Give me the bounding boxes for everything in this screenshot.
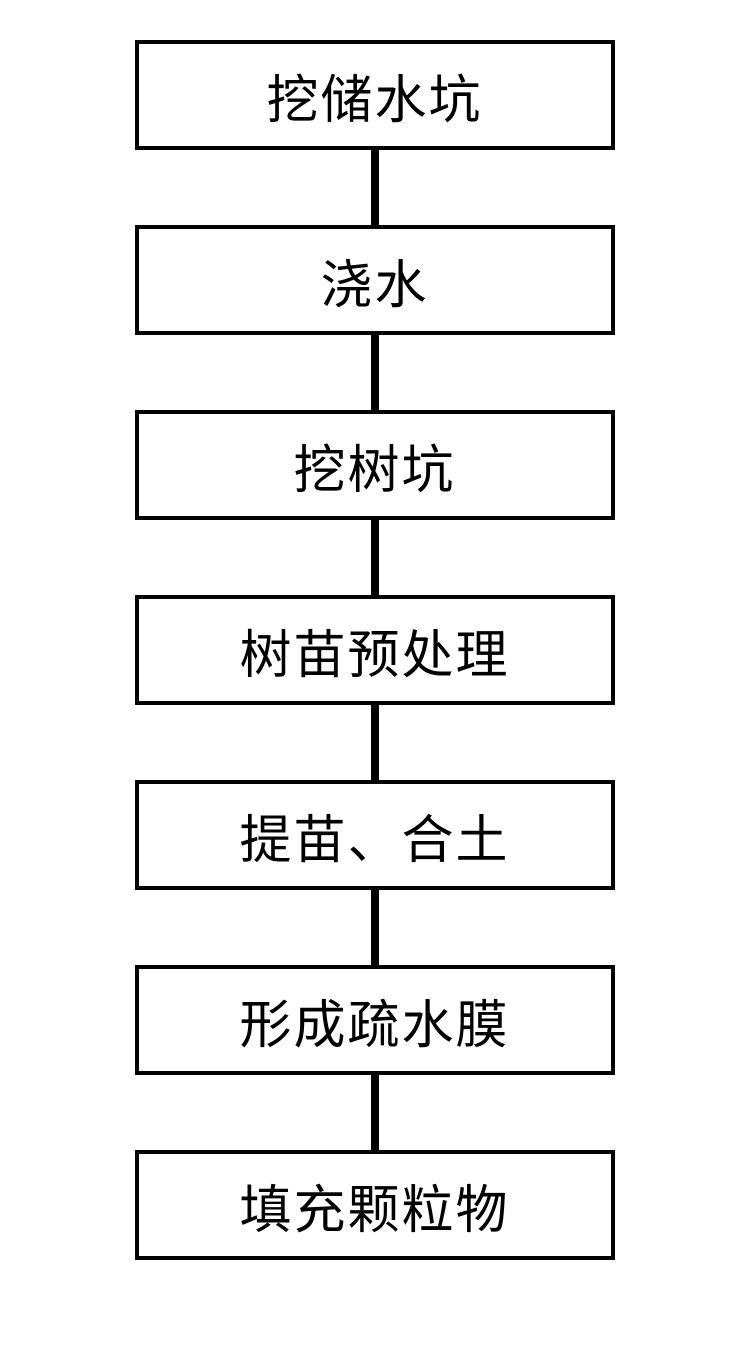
flow-step: 浇水 [135,225,615,335]
step-label: 挖储水坑 [266,58,482,133]
flow-connector [371,520,379,595]
flow-step: 挖树坑 [135,410,615,520]
flow-step: 挖储水坑 [135,40,615,150]
flow-connector [371,890,379,965]
step-label: 浇水 [320,243,428,318]
step-label: 形成疏水膜 [239,983,509,1058]
flow-connector [371,335,379,410]
flow-step: 树苗预处理 [135,595,615,705]
step-label: 提苗、合土 [239,798,509,873]
flow-step: 形成疏水膜 [135,965,615,1075]
flow-connector [371,150,379,225]
flow-connector [371,705,379,780]
step-label: 挖树坑 [293,428,455,503]
flow-step: 填充颗粒物 [135,1150,615,1260]
step-label: 填充颗粒物 [239,1168,509,1243]
step-label: 树苗预处理 [239,613,509,688]
flowchart-container: 挖储水坑 浇水 挖树坑 树苗预处理 提苗、合土 形成疏水膜 填充颗粒物 [135,40,615,1260]
flow-step: 提苗、合土 [135,780,615,890]
flow-connector [371,1075,379,1150]
